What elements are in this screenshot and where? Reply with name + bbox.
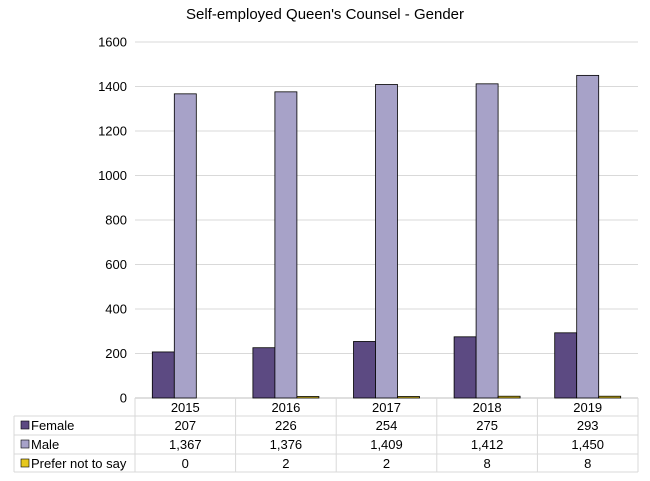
bar-male [576, 74, 600, 399]
bars [151, 74, 622, 399]
y-tick-label: 400 [105, 302, 127, 317]
data-label: 293 [577, 418, 599, 433]
legend-label: Female [31, 418, 74, 433]
data-label: 254 [376, 418, 398, 433]
data-label: 0 [182, 456, 189, 471]
y-tick-label: 800 [105, 213, 127, 228]
x-tick-label: 2019 [573, 400, 602, 415]
y-axis-ticks: 0 200 400 600 800 1000 1200 1400 1600 [98, 35, 127, 406]
data-label: 8 [584, 456, 591, 471]
x-tick-label: 2018 [473, 400, 502, 415]
bar-female [453, 336, 477, 399]
bar-male [274, 91, 298, 399]
bar-prefer-not-to-say [397, 396, 420, 399]
x-tick-label: 2015 [171, 400, 200, 415]
bar-female [554, 332, 578, 399]
data-label: 1,450 [571, 437, 604, 452]
data-label: 2 [282, 456, 289, 471]
bar-male [475, 83, 499, 399]
y-tick-label: 0 [120, 391, 127, 406]
data-label: 2 [383, 456, 390, 471]
bar-prefer-not-to-say [296, 396, 320, 399]
y-tick-label: 600 [105, 257, 127, 272]
bar-female [353, 341, 376, 399]
bar-male [173, 93, 197, 399]
data-label: 1,367 [169, 437, 202, 452]
y-tick-label: 1600 [98, 35, 127, 50]
y-tick-label: 1200 [98, 124, 127, 139]
data-table: 2015 2016 2017 2018 2019 Female 207 226 254 275 29… [13, 398, 639, 473]
legend-label: Male [31, 437, 59, 452]
legend-swatch-female [20, 420, 30, 430]
y-tick-label: 1000 [98, 168, 127, 183]
bar-female [151, 351, 175, 399]
y-tick-label: 1400 [98, 79, 127, 94]
data-label: 8 [483, 456, 490, 471]
chart-title: Self-employed Queen's Counsel - Gender [185, 6, 464, 23]
data-label: 275 [476, 418, 498, 433]
bar-prefer-not-to-say [598, 395, 622, 399]
data-label: 1,409 [370, 437, 403, 452]
bar-male [375, 84, 398, 399]
bar-female [252, 347, 276, 399]
legend-swatch-male [20, 439, 30, 449]
x-tick-label: 2016 [271, 400, 300, 415]
data-label: 1,412 [471, 437, 504, 452]
x-tick-label: 2017 [372, 400, 401, 415]
y-tick-label: 200 [105, 346, 127, 361]
legend-swatch-prefer-not-to-say [20, 458, 30, 468]
data-label: 226 [275, 418, 297, 433]
data-label: 1,376 [270, 437, 303, 452]
data-label: 207 [174, 418, 196, 433]
legend-label: Prefer not to say [31, 456, 127, 471]
bar-prefer-not-to-say [497, 395, 521, 399]
